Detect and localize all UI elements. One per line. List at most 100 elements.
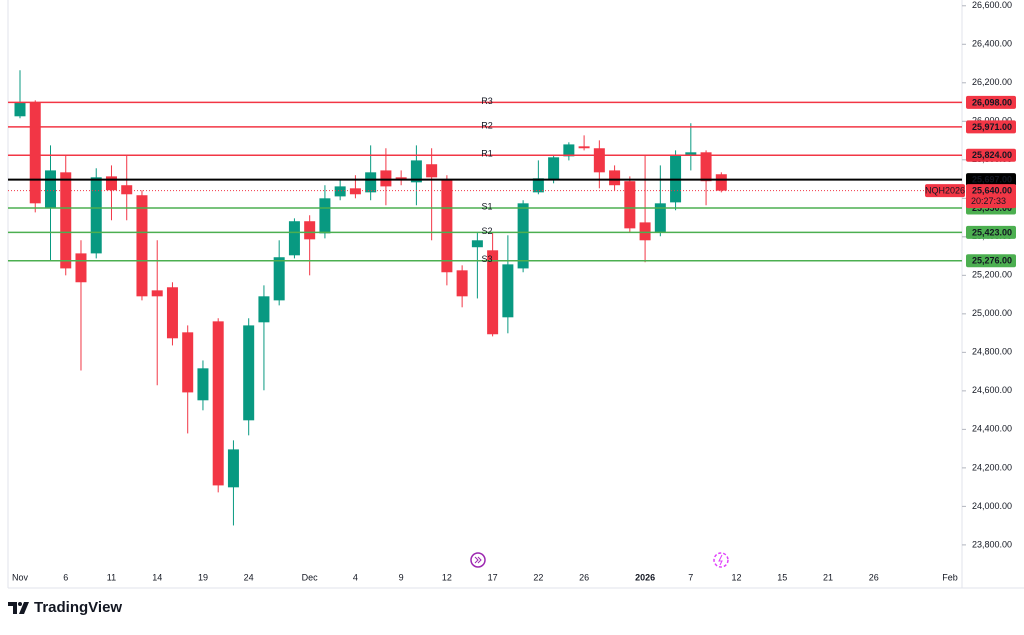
pivot-name: R1 [481,149,493,159]
candle-body [471,240,483,248]
x-tick-label: 26 [869,572,879,582]
candle-body [609,170,621,186]
last-price-badge [966,184,1016,209]
event-icon[interactable] [470,552,486,568]
price-badge [966,173,1016,187]
x-tick-label: Dec [302,572,319,582]
candle-body [456,270,468,297]
pivot-name: R2 [481,120,493,130]
pivot-name: S3 [481,254,492,264]
candle-body [410,160,422,183]
y-tick-label: 26,600.00 [972,0,1012,10]
x-tick-label: 7 [688,572,693,582]
candle-body [349,188,361,195]
candle-body [487,250,499,335]
price-badge [966,120,1016,134]
candle-body [563,144,575,157]
y-tick-label: 24,200.00 [972,462,1012,472]
candle-body [624,181,636,229]
price-badge-label: 25,824.00 [972,150,1012,160]
price-badge [966,225,1016,239]
price-badge-label: 25,697.00 [972,175,1012,185]
candle-body [715,174,727,191]
candle-body [44,170,56,209]
price-badge-label: 26,098.00 [972,97,1012,107]
candle-body [166,287,178,339]
candle-body [532,178,544,193]
price-badge-label: 25,971.00 [972,122,1012,132]
candle-body [75,253,87,283]
candle-body [517,203,529,269]
symbol-label: NQH2026 [925,185,965,195]
candle-body [426,164,438,178]
candle-body [654,203,666,233]
price-badge [966,95,1016,109]
x-tick-label: 2026 [635,572,655,582]
candle-body [319,198,331,234]
candle-body [639,222,651,241]
x-tick-label: 11 [107,572,116,582]
y-tick-label: 24,800.00 [972,347,1012,357]
x-tick-label: 24 [244,572,254,582]
candle-body [182,332,194,393]
x-tick-label: 12 [732,572,742,582]
price-badge [966,254,1016,268]
candle-body [60,172,72,269]
candle-body [288,221,300,256]
last-price-label: 25,640.00 [972,185,1012,195]
candle-body [29,102,41,204]
candle-body [212,321,224,486]
candle-body [365,172,377,193]
x-tick-label: Nov [12,572,29,582]
x-tick-label: 19 [198,572,208,582]
candle-body [105,176,117,191]
brand: TradingView [34,599,122,616]
y-tick-label: 26,400.00 [972,39,1012,49]
y-tick-label: 23,800.00 [972,539,1012,549]
candle-body [334,186,346,197]
price-badge [966,148,1016,162]
x-tick-label: 12 [442,572,452,582]
x-tick-label: 15 [777,572,787,582]
price-badge-label: 25,423.00 [972,227,1012,237]
candle-body [14,102,26,117]
x-tick-label: 22 [533,572,543,582]
x-tick-label: 6 [63,572,68,582]
x-tick-label: 14 [152,572,162,582]
pivot-name: S2 [481,226,492,236]
candle-body [197,368,209,401]
candle-body [121,185,133,195]
candle-body [700,152,712,182]
x-tick-label: 21 [823,572,833,582]
candle-body [380,170,392,187]
symbol-badge [925,184,965,198]
countdown: 20:27:33 [971,196,1006,206]
candle-body [441,179,453,273]
candle-body [136,195,148,297]
candle-body [243,325,255,421]
event-icon[interactable] [713,552,729,568]
candle-body [227,449,239,488]
x-tick-label: 26 [579,572,589,582]
y-tick-label: 26,200.00 [972,77,1012,87]
y-tick-label: 25,200.00 [972,270,1012,280]
candle-body [151,290,163,297]
candle-body [578,146,590,149]
candle-body [273,257,285,301]
y-tick-label: 24,000.00 [972,501,1012,511]
candle-body [548,157,560,181]
candle-body [502,264,514,318]
logo: TradingView [8,599,122,616]
candle-body [685,152,697,156]
x-tick-label: Feb [942,572,958,582]
candle-body [593,148,605,173]
y-tick-label: 25,000.00 [972,308,1012,318]
y-tick-label: 24,400.00 [972,424,1012,434]
x-tick-label: 17 [488,572,498,582]
pivot-name: R3 [481,96,493,106]
price-badge-label: 25,276.00 [972,256,1012,266]
x-tick-label: 4 [353,572,358,582]
y-tick-label: 24,600.00 [972,385,1012,395]
x-tick-label: 9 [399,572,404,582]
